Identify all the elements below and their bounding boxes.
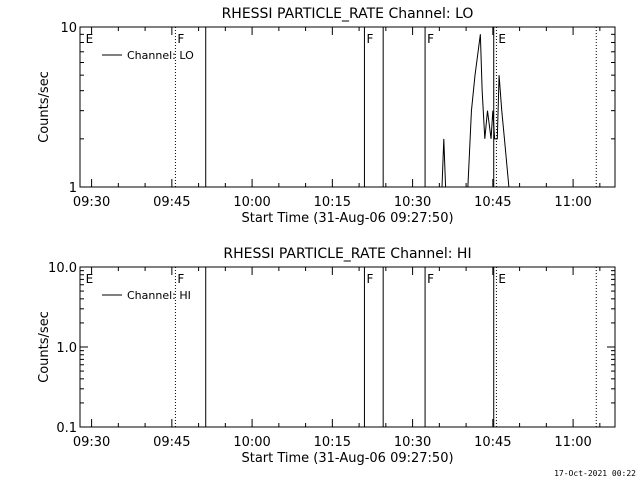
hi-x-tick-label: 10:00 [233,435,270,450]
lo-x-tick-label: 09:45 [153,195,190,210]
hi-x-tick-label: 11:00 [554,435,591,450]
lo-chart-title: RHESSI PARTICLE_RATE Channel: LO [222,6,474,22]
hi-y-tick-label: 1.0 [56,341,77,356]
hi-marker-label: E [86,272,94,286]
lo-x-tick-label: 09:30 [73,195,110,210]
lo-series-line [441,34,510,188]
hi-marker-label: F [366,272,373,286]
lo-marker-label: F [427,32,434,46]
hi-y-tick-label: 10.0 [48,261,77,276]
lo-x-tick-label: 10:00 [233,195,270,210]
hi-x-tick-label: 09:45 [153,435,190,450]
hi-x-tick-label: 10:15 [314,435,351,450]
lo-x-tick-label: 10:15 [314,195,351,210]
lo-x-tick-label: 11:00 [554,195,591,210]
hi-y-axis-label: Counts/sec [37,311,52,383]
lo-marker-label: F [366,32,373,46]
lo-x-axis-label: Start Time (31-Aug-06 09:27:50) [241,211,453,226]
lo-x-tick-label: 10:30 [394,195,431,210]
lo-legend-label: Channel: LO [127,49,194,62]
lo-x-tick-label: 10:45 [474,195,511,210]
lo-plot-frame [79,26,616,188]
hi-marker-label: E [498,272,506,286]
footer-timestamp: 17-Oct-2021 00:22 [554,469,636,478]
hi-x-axis-label: Start Time (31-Aug-06 09:27:50) [241,451,453,466]
lo-y-tick-label: 10 [60,21,77,36]
hi-x-tick-label: 10:45 [474,435,511,450]
hi-marker-label: F [177,272,184,286]
hi-chart-title: RHESSI PARTICLE_RATE Channel: HI [223,246,471,262]
lo-marker-label: E [86,32,94,46]
hi-y-tick-label: 0.1 [56,421,77,436]
lo-marker-label: F [177,32,184,46]
hi-marker-label: F [427,272,434,286]
lo-y-axis-label: Counts/sec [37,71,52,143]
hi-x-tick-label: 09:30 [73,435,110,450]
hi-legend-label: Channel: HI [127,289,191,302]
lo-y-tick-label: 1 [69,181,77,196]
hi-x-tick-label: 10:30 [394,435,431,450]
lo-marker-label: E [498,32,506,46]
